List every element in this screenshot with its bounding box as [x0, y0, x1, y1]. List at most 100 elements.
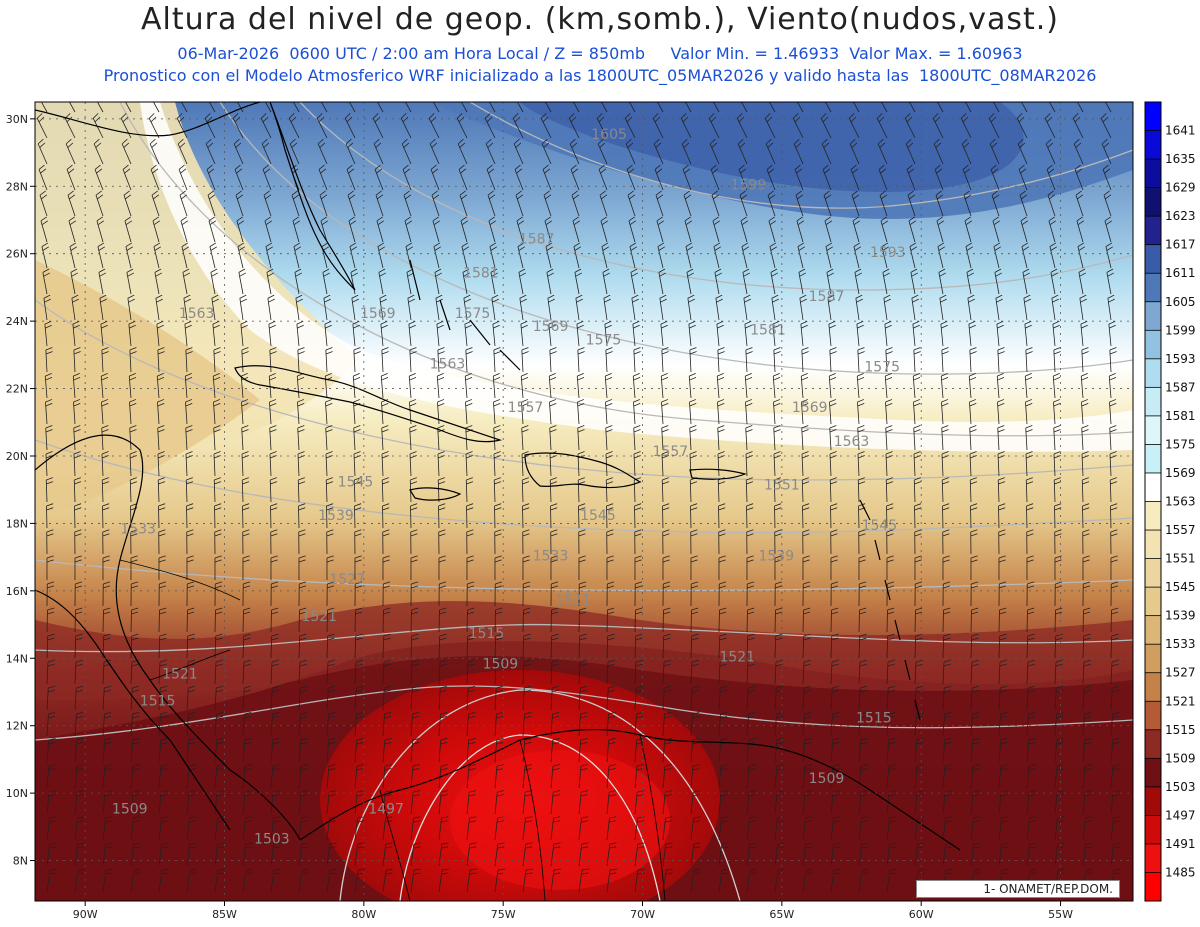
wind-barb — [914, 529, 922, 555]
wind-barb — [718, 633, 727, 659]
wind-barb — [830, 711, 840, 737]
wind-barb — [326, 607, 335, 633]
wind-barb — [270, 711, 280, 737]
wind-barb — [326, 503, 334, 529]
wind-barb — [578, 738, 588, 763]
wind-barb — [998, 685, 1008, 711]
wind-barb — [774, 503, 782, 529]
wind-barb — [1082, 711, 1092, 737]
wind-barb — [515, 190, 524, 217]
wind-barb — [858, 555, 866, 581]
wind-barb — [628, 216, 637, 243]
wind-barb — [429, 138, 440, 165]
wind-barb — [382, 607, 391, 633]
wind-barb — [774, 581, 783, 607]
wind-barb — [634, 581, 643, 607]
wind-barb — [493, 477, 502, 503]
wind-barb — [913, 425, 921, 451]
wind-barb — [1082, 503, 1090, 529]
wind-barb — [69, 242, 78, 269]
legend-label: 1641 — [1165, 124, 1196, 138]
wind-barb — [885, 399, 893, 425]
contour-label: 1521 — [301, 609, 337, 625]
contour-label: 1539 — [318, 508, 354, 524]
wind-barb — [998, 503, 1006, 529]
wind-barb — [857, 425, 865, 451]
wind-barb — [177, 138, 188, 165]
wind-barb — [690, 711, 700, 737]
wind-barb — [606, 607, 615, 633]
wind-barb — [718, 555, 726, 581]
wind-barb — [488, 216, 497, 243]
wind-barb — [124, 216, 133, 243]
wind-barb — [661, 399, 669, 425]
wind-barb — [830, 529, 838, 555]
wind-barb — [516, 216, 525, 243]
wind-barb — [746, 659, 755, 685]
wind-barb — [543, 190, 552, 217]
wind-barb — [662, 711, 672, 737]
wind-barb — [102, 581, 111, 607]
wind-barb — [550, 555, 558, 581]
wind-barb — [684, 216, 693, 243]
wind-barb — [687, 294, 695, 321]
legend-label: 1575 — [1165, 437, 1196, 451]
wind-barb — [802, 659, 811, 685]
wind-barb — [326, 738, 336, 763]
wind-barb — [400, 113, 412, 139]
map-title: Altura del nivel de geop. (km,somb.), Vi… — [141, 2, 1059, 37]
wind-barb — [1025, 425, 1033, 451]
wind-barb — [155, 294, 163, 321]
legend-swatch — [1145, 244, 1161, 274]
wind-barb — [522, 581, 531, 607]
wind-barb — [1026, 529, 1034, 555]
wind-barb — [322, 268, 330, 295]
wind-barb — [157, 347, 165, 373]
wind-barb — [1109, 425, 1117, 451]
contour-label: 1563 — [179, 306, 215, 322]
wind-barb — [485, 138, 496, 165]
wind-barb — [295, 294, 303, 321]
wind-barb — [717, 451, 725, 477]
wind-barb — [802, 529, 810, 555]
wind-barb — [65, 138, 76, 165]
wind-barb — [772, 373, 781, 399]
wind-barb — [486, 164, 496, 191]
wind-barb — [1018, 164, 1028, 191]
wind-barb — [829, 477, 838, 503]
wind-barb — [802, 711, 812, 737]
wind-barb — [914, 503, 922, 529]
wind-barb — [1017, 138, 1028, 165]
wind-barb — [690, 659, 699, 685]
lon-tick-label: 65W — [769, 908, 794, 921]
wind-barb — [550, 633, 559, 659]
wind-barb — [1023, 294, 1031, 321]
wind-barb — [293, 242, 302, 269]
wind-barb — [766, 164, 776, 191]
wind-barb — [36, 113, 48, 139]
contour-label: 1509 — [112, 801, 148, 817]
wind-barb — [102, 685, 112, 711]
wind-barb — [101, 451, 109, 477]
wind-barb — [522, 711, 532, 737]
wind-barb — [1110, 633, 1119, 659]
wind-barb — [569, 138, 580, 165]
wind-barb — [1054, 711, 1064, 737]
wind-barb — [46, 764, 56, 789]
wind-barb — [73, 477, 82, 503]
wind-barb — [518, 268, 526, 295]
wind-barb — [354, 607, 363, 633]
wind-barb — [410, 503, 418, 529]
wind-barb — [881, 242, 890, 269]
wind-barb — [627, 190, 636, 217]
wind-barb — [718, 711, 728, 737]
wind-barb — [746, 607, 755, 633]
wind-barb — [233, 138, 244, 165]
wind-barb — [690, 555, 698, 581]
wind-barb — [625, 138, 636, 165]
wind-barb — [186, 581, 195, 607]
contour-label: 1593 — [870, 245, 906, 261]
wind-barb — [685, 242, 694, 269]
wind-barb — [546, 268, 554, 295]
wind-barb — [690, 633, 699, 659]
